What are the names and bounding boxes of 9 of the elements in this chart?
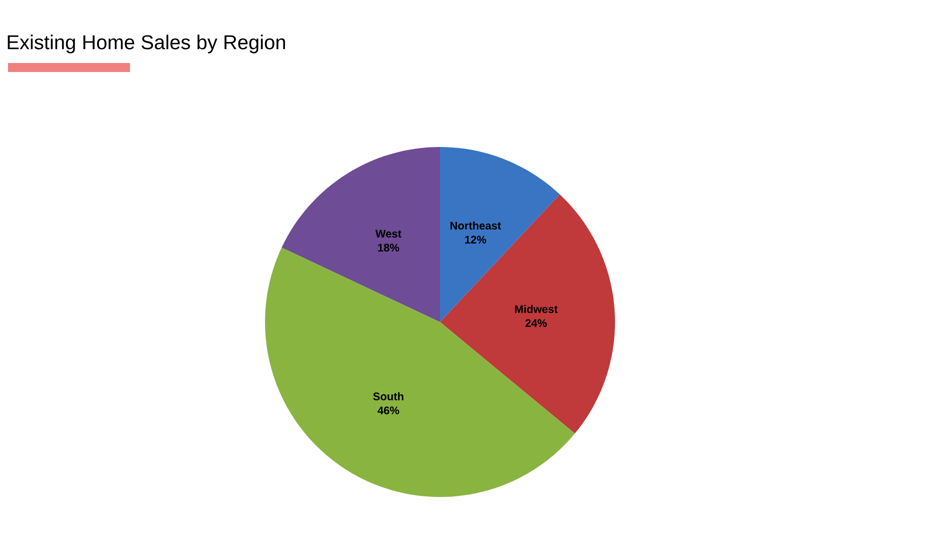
- slice-label: South: [373, 392, 404, 400]
- data-label: 24%: [525, 319, 547, 327]
- data-label: 18%: [378, 244, 400, 252]
- data-label: 46%: [378, 406, 400, 414]
- slice-label: Northeast: [450, 221, 501, 230]
- data-label: 12%: [465, 236, 486, 244]
- slice-label: Midwest: [515, 304, 558, 314]
- slice-label: West: [375, 230, 402, 238]
- chart-title: Existing Home Sales by Region: [8, 34, 285, 54]
